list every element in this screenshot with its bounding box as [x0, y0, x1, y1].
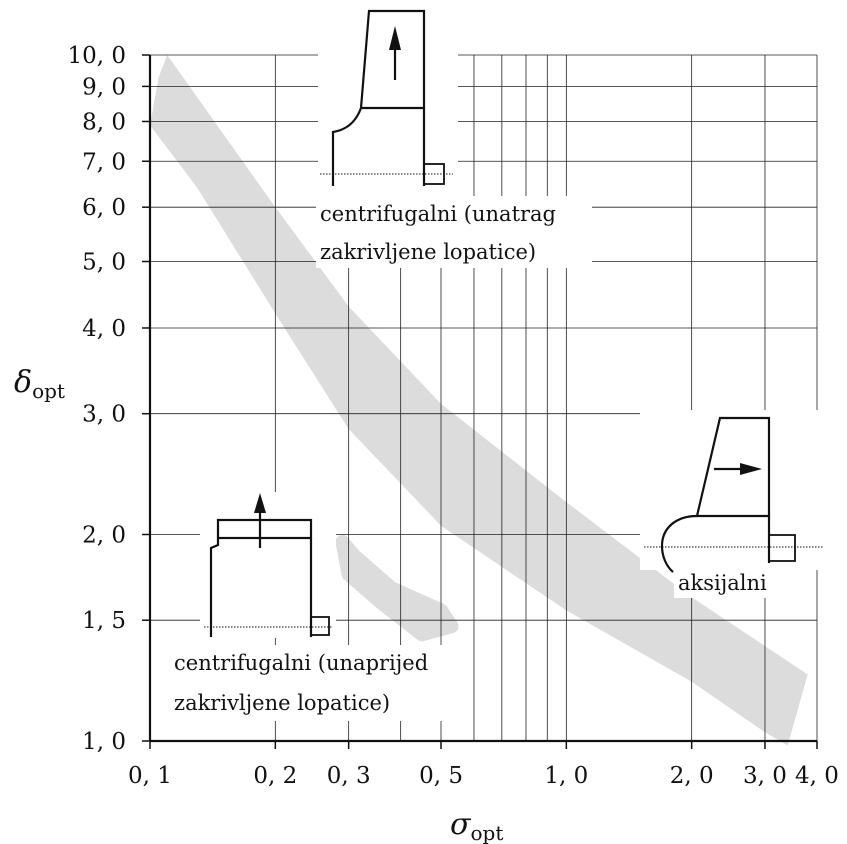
shaded-bands: [150, 55, 808, 746]
outlet-box: [310, 616, 330, 636]
annotation-forward-line-2: zakrivljene lopatice): [174, 691, 390, 715]
annotation-axial-label: aksijalni: [678, 571, 767, 595]
hub-contour: [331, 107, 363, 186]
x-tick-label: 3, 0: [743, 763, 787, 789]
annotation-backward-line-1: centrifugalni (unatrag: [320, 202, 556, 226]
flow-arrow-icon: [740, 463, 762, 475]
y-tick-label: 10, 0: [67, 43, 126, 69]
forward-curved-impeller-sketch: [200, 492, 336, 638]
annotation-forward-line-1: centrifugalni (unaprijed: [174, 651, 428, 675]
y-tick-label: 1, 0: [82, 729, 126, 755]
x-tick-label: 0, 2: [253, 763, 297, 789]
flow-arrow-icon: [389, 26, 401, 50]
annotation-forward-curved: centrifugalni (unaprijed zakrivljene lop…: [170, 645, 470, 721]
flow-arrow-icon: [254, 493, 266, 513]
y-tick-label: 7, 0: [82, 149, 126, 175]
blade-outline: [216, 518, 313, 540]
y-axis-title-main: δ: [14, 365, 32, 400]
inset-background: [200, 492, 336, 638]
x-tick-label: 4, 0: [795, 763, 839, 789]
y-tick-label: 9, 0: [82, 74, 126, 100]
x-tick-label: 0, 3: [327, 763, 371, 789]
hub-contour: [660, 514, 698, 573]
axial-impeller-sketch: [640, 410, 826, 573]
axes: [148, 55, 817, 743]
inset-background: [318, 0, 458, 196]
x-axis-title-main: σ: [450, 807, 472, 842]
y-tick-label: 6, 0: [82, 195, 126, 221]
hub-contour: [209, 538, 220, 637]
y-tick-label: 4, 0: [82, 316, 126, 342]
y-tick-label: 1, 5: [82, 608, 126, 634]
x-tick-label: 2, 0: [670, 763, 714, 789]
shaded-band-2: [335, 535, 459, 642]
x-tick-labels: 0, 1 0, 2 0, 3 0, 5 1, 0 2, 0 3, 0 4, 0: [128, 741, 839, 789]
y-tick-label: 5, 0: [82, 250, 126, 276]
y-tick-label: 2, 0: [82, 522, 126, 548]
x-axis-title: σopt: [450, 807, 503, 844]
y-axis-title-sub: opt: [32, 379, 65, 403]
x-tick-label: 0, 1: [128, 763, 172, 789]
y-tick-label: 8, 0: [82, 109, 126, 135]
backward-curved-impeller-sketch: [318, 0, 458, 196]
outlet-box: [768, 534, 796, 562]
y-axis-title: δopt: [14, 365, 65, 403]
x-axis-title-sub: opt: [470, 821, 503, 844]
x-tick-label: 0, 5: [419, 763, 463, 789]
annotation-backward-line-2: zakrivljene lopatice): [320, 240, 536, 264]
shaded-band-1: [150, 55, 808, 746]
y-tick-labels: 1, 0 1, 5 2, 0 3, 0 4, 0 5, 0 6, 0 7, 0 8, 0 9, 0…: [67, 43, 150, 755]
annotation-backward-curved: centrifugalni (unatrag zakrivljene lopat…: [316, 196, 592, 268]
x-tick-label: 1, 0: [544, 763, 588, 789]
annotation-axial: aksijalni: [674, 568, 786, 598]
y-tick-label: 3, 0: [82, 402, 126, 428]
inset-background: [640, 410, 826, 570]
